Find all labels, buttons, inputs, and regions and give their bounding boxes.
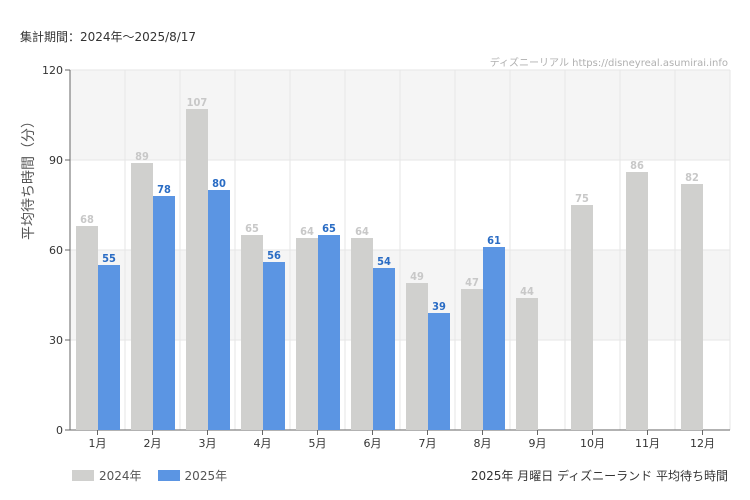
legend-swatch-2024 <box>72 470 94 481</box>
legend-label-2025: 2025年 <box>184 469 228 483</box>
x-tick-label: 11月 <box>635 437 660 450</box>
bar-2025 <box>98 265 120 430</box>
legend-item-2025[interactable]: 2025年 <box>157 467 228 484</box>
bar-2025 <box>483 247 505 430</box>
bar-2024 <box>681 184 703 430</box>
bar-2025 <box>208 190 230 430</box>
chart-subtitle: 2025年 月曜日 ディズニーランド 平均待ち時間 <box>470 469 728 483</box>
bar-2024 <box>241 235 263 430</box>
y-tick-label: 120 <box>42 64 63 77</box>
bar-2024 <box>406 283 428 430</box>
y-tick-label: 30 <box>49 334 63 347</box>
bar-2024 <box>571 205 593 430</box>
bar-2025 <box>373 268 395 430</box>
data-label-2025: 80 <box>212 177 226 190</box>
data-label-2024: 107 <box>187 96 208 109</box>
data-label-2024: 75 <box>575 192 589 205</box>
x-tick-label: 1月 <box>89 437 107 450</box>
bar-2024 <box>351 238 373 430</box>
y-tick-label: 0 <box>56 424 63 437</box>
data-label-2025: 78 <box>157 183 171 196</box>
legend-item-2024[interactable]: 2024年 <box>72 467 142 484</box>
legend: 2024年 2025年 <box>72 467 227 484</box>
x-tick-label: 9月 <box>529 437 547 450</box>
data-label-2024: 86 <box>630 159 644 172</box>
data-label-2025: 54 <box>377 255 391 268</box>
y-tick-label: 60 <box>49 244 63 257</box>
x-tick-label: 8月 <box>474 437 492 450</box>
data-label-2024: 44 <box>520 285 534 298</box>
x-tick-label: 7月 <box>419 437 437 450</box>
period-label: 集計期間：2024年～2025/8/17 <box>20 30 197 44</box>
x-tick-label: 4月 <box>254 437 272 450</box>
legend-label-2024: 2024年 <box>99 469 142 483</box>
x-tick-label: 2月 <box>144 437 162 450</box>
credit-label: ディズニーリアル https://disneyreal.asumirai.inf… <box>489 58 728 69</box>
bar-2024 <box>131 163 153 430</box>
bar-2024 <box>626 172 648 430</box>
x-tick-label: 3月 <box>199 437 217 450</box>
x-tick-label: 5月 <box>309 437 327 450</box>
data-label-2024: 64 <box>300 225 314 238</box>
bar-2024 <box>516 298 538 430</box>
data-label-2025: 56 <box>267 249 281 262</box>
data-label-2024: 47 <box>465 276 479 289</box>
bar-2024 <box>296 238 318 430</box>
bar-2024 <box>76 226 98 430</box>
bar-2025 <box>318 235 340 430</box>
data-label-2024: 49 <box>410 270 424 283</box>
bar-2025 <box>263 262 285 430</box>
data-label-2024: 82 <box>685 171 699 184</box>
data-label-2024: 65 <box>245 222 259 235</box>
bar-2024 <box>461 289 483 430</box>
data-label-2025: 39 <box>432 300 446 313</box>
data-label-2024: 68 <box>80 213 94 226</box>
data-label-2024: 64 <box>355 225 369 238</box>
bar-2025 <box>428 313 450 430</box>
data-label-2025: 55 <box>102 252 116 265</box>
data-label-2024: 89 <box>135 150 149 163</box>
y-tick-label: 90 <box>49 154 63 167</box>
x-tick-label: 6月 <box>364 437 382 450</box>
x-tick-label: 12月 <box>690 437 715 450</box>
legend-swatch-2025 <box>157 470 180 481</box>
data-label-2025: 61 <box>487 234 501 247</box>
bar-2025 <box>153 196 175 430</box>
data-label-2025: 65 <box>322 222 336 235</box>
bar-2024 <box>186 109 208 430</box>
x-tick-label: 10月 <box>580 437 605 450</box>
